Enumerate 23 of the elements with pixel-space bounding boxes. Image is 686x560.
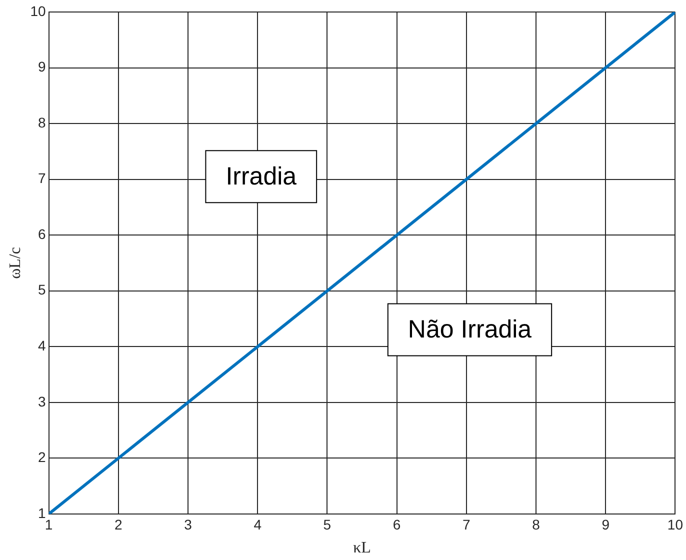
x-tick-label: 8 [532,516,540,532]
y-tick-label: 3 [38,393,46,410]
x-tick-label: 9 [602,516,610,532]
x-axis-title: κL [353,540,371,557]
y-tick-label: 9 [38,58,46,75]
y-tick-label: 2 [38,449,46,466]
y-tick-label: 8 [38,114,46,130]
y-tick-label: 7 [38,170,46,186]
y-tick-label: 4 [38,338,46,354]
x-tick-label: 6 [392,516,401,532]
y-tick-label: 1 [38,504,46,521]
y-tick-label: 6 [38,226,46,242]
annotation: Não Irradia [408,316,532,344]
annotation: Irradia [226,162,297,191]
x-tick-label: 10 [667,516,684,532]
y-tick-label: 10 [30,2,46,19]
x-tick-label: 3 [184,516,192,532]
y-tick-label: 5 [38,282,46,298]
x-tick-label: 7 [462,516,470,532]
y-axis-title: ωL/c [6,247,24,279]
x-tick-label: 5 [323,516,332,532]
x-tick-label: 4 [254,516,262,532]
x-tick-label: 2 [114,516,122,532]
